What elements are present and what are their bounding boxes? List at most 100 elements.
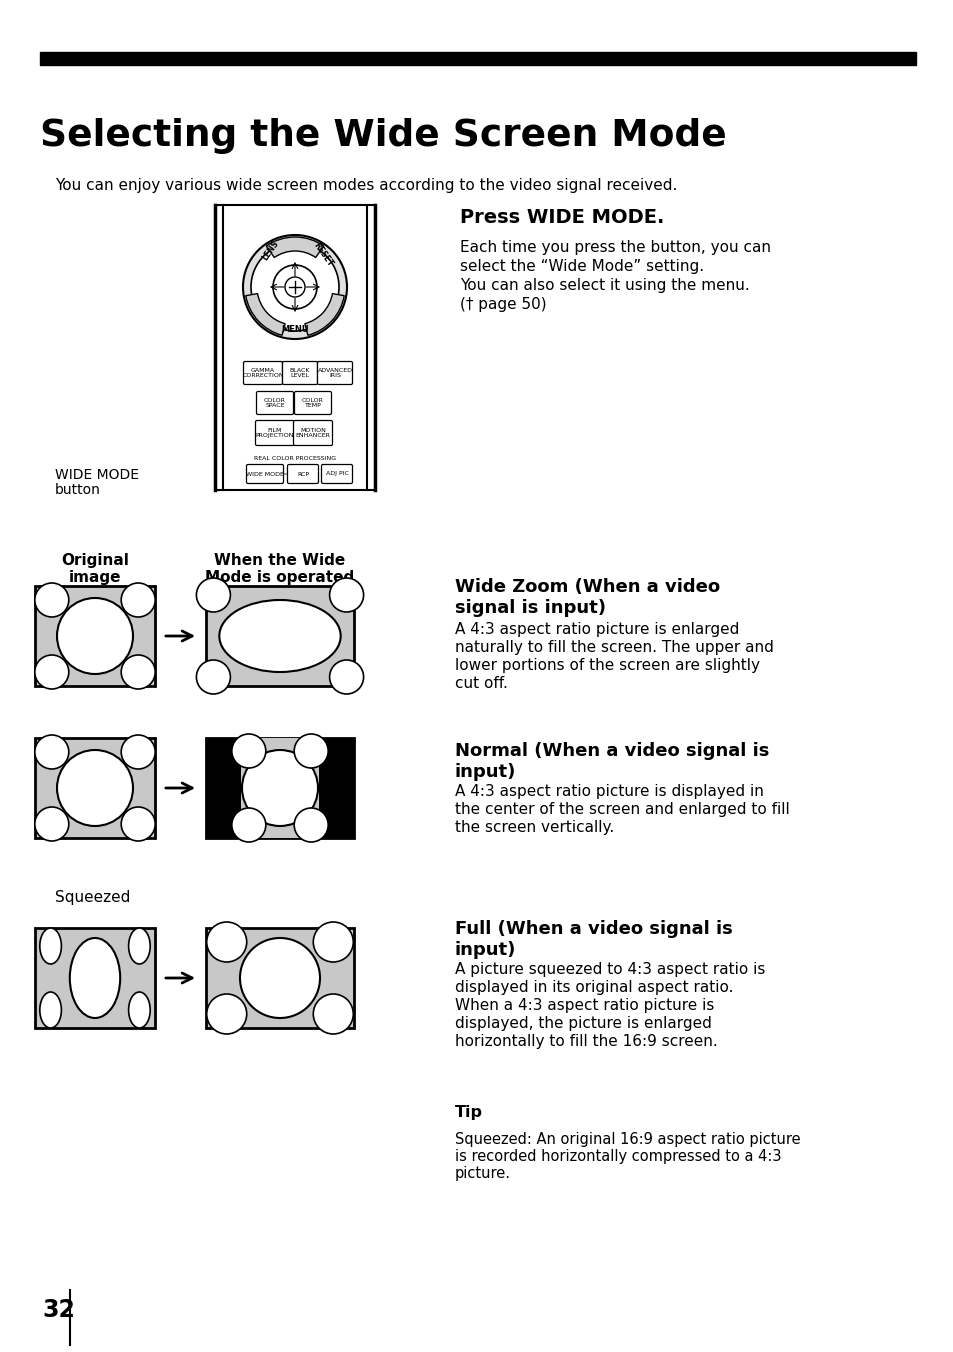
Wedge shape	[266, 237, 323, 257]
Text: COLOR
SPACE: COLOR SPACE	[264, 397, 286, 408]
Bar	[40, 51, 915, 65]
Text: When the Wide
Mode is operated: When the Wide Mode is operated	[205, 553, 355, 585]
FancyBboxPatch shape	[287, 465, 318, 484]
Ellipse shape	[129, 992, 150, 1028]
Text: REAL COLOR PROCESSING: REAL COLOR PROCESSING	[253, 456, 335, 461]
Circle shape	[251, 243, 338, 331]
Text: button: button	[55, 483, 101, 498]
Text: Selecting the Wide Screen Mode: Selecting the Wide Screen Mode	[40, 118, 726, 154]
Circle shape	[273, 265, 316, 310]
Bar	[206, 927, 354, 1028]
Wedge shape	[246, 293, 285, 335]
Text: LENS: LENS	[261, 239, 281, 262]
Text: Press WIDE MODE.: Press WIDE MODE.	[459, 208, 663, 227]
Circle shape	[196, 579, 231, 612]
Text: Full (When a video signal is
input): Full (When a video signal is input)	[455, 919, 732, 959]
Circle shape	[294, 734, 328, 768]
Wedge shape	[305, 293, 344, 335]
FancyBboxPatch shape	[243, 361, 282, 384]
Circle shape	[121, 583, 155, 617]
Text: GAMMA
CORRECTION: GAMMA CORRECTION	[242, 368, 283, 379]
FancyBboxPatch shape	[255, 420, 294, 446]
Bar	[206, 738, 354, 838]
Bar	[206, 585, 354, 685]
Bar	[35, 738, 154, 838]
Text: cut off.: cut off.	[455, 676, 507, 691]
Text: A picture squeezed to 4:3 aspect ratio is: A picture squeezed to 4:3 aspect ratio i…	[455, 963, 764, 977]
Circle shape	[57, 598, 132, 675]
Text: 32: 32	[42, 1298, 74, 1322]
Circle shape	[207, 922, 247, 963]
Circle shape	[196, 660, 231, 694]
Bar	[241, 738, 318, 838]
Text: lower portions of the screen are slightly: lower portions of the screen are slightl…	[455, 658, 760, 673]
Ellipse shape	[40, 927, 61, 964]
Text: When a 4:3 aspect ratio picture is: When a 4:3 aspect ratio picture is	[455, 998, 714, 1013]
Circle shape	[232, 734, 266, 768]
Text: horizontally to fill the 16:9 screen.: horizontally to fill the 16:9 screen.	[455, 1034, 717, 1049]
FancyBboxPatch shape	[282, 361, 317, 384]
Text: Original
image: Original image	[61, 553, 129, 585]
Text: Wide Zoom (When a video
signal is input): Wide Zoom (When a video signal is input)	[455, 579, 720, 617]
Circle shape	[294, 808, 328, 842]
Text: displayed, the picture is enlarged: displayed, the picture is enlarged	[455, 1015, 711, 1032]
Text: You can enjoy various wide screen modes according to the video signal received.: You can enjoy various wide screen modes …	[55, 178, 677, 193]
Circle shape	[329, 579, 363, 612]
Bar	[35, 927, 154, 1028]
Circle shape	[285, 277, 305, 297]
Ellipse shape	[40, 992, 61, 1028]
Text: RCP: RCP	[296, 472, 309, 476]
Circle shape	[34, 583, 69, 617]
Text: select the “Wide Mode” setting.: select the “Wide Mode” setting.	[459, 260, 703, 274]
Ellipse shape	[129, 927, 150, 964]
Text: Normal (When a video signal is
input): Normal (When a video signal is input)	[455, 742, 768, 781]
Text: displayed in its original aspect ratio.: displayed in its original aspect ratio.	[455, 980, 733, 995]
Text: You can also select it using the menu.: You can also select it using the menu.	[459, 279, 749, 293]
Text: FILM
PROJECTION: FILM PROJECTION	[255, 427, 294, 438]
Circle shape	[232, 808, 266, 842]
Text: († page 50): († page 50)	[459, 297, 546, 312]
Circle shape	[329, 660, 363, 694]
FancyBboxPatch shape	[294, 420, 333, 446]
Text: ADJ PIC: ADJ PIC	[325, 472, 348, 476]
Text: the center of the screen and enlarged to fill: the center of the screen and enlarged to…	[455, 802, 789, 817]
Text: the screen vertically.: the screen vertically.	[455, 821, 614, 836]
Text: Squeezed: Squeezed	[55, 890, 131, 904]
Text: WIDE MODE: WIDE MODE	[55, 468, 139, 483]
Text: naturally to fill the screen. The upper and: naturally to fill the screen. The upper …	[455, 639, 773, 654]
FancyBboxPatch shape	[256, 392, 294, 415]
Text: BLACK
LEVEL: BLACK LEVEL	[290, 368, 310, 379]
Circle shape	[121, 654, 155, 690]
Text: WIDE MODE: WIDE MODE	[246, 472, 284, 476]
Text: A 4:3 aspect ratio picture is displayed in: A 4:3 aspect ratio picture is displayed …	[455, 784, 763, 799]
FancyBboxPatch shape	[294, 392, 331, 415]
Text: MENU: MENU	[281, 326, 309, 334]
Circle shape	[242, 750, 317, 826]
Ellipse shape	[219, 600, 340, 672]
Text: Squeezed: An original 16:9 aspect ratio picture: Squeezed: An original 16:9 aspect ratio …	[455, 1132, 800, 1146]
Circle shape	[243, 235, 347, 339]
Text: COLOR
TEMP: COLOR TEMP	[302, 397, 324, 408]
Circle shape	[121, 807, 155, 841]
Circle shape	[121, 735, 155, 769]
Text: RESET: RESET	[312, 241, 335, 269]
Text: ADVANCED
IRIS: ADVANCED IRIS	[317, 368, 352, 379]
Circle shape	[207, 994, 247, 1034]
Text: MOTION
ENHANCER: MOTION ENHANCER	[295, 427, 330, 438]
Bar	[35, 585, 154, 685]
Circle shape	[34, 735, 69, 769]
Circle shape	[34, 654, 69, 690]
Circle shape	[313, 994, 353, 1034]
FancyBboxPatch shape	[246, 465, 283, 484]
Circle shape	[57, 750, 132, 826]
Text: is recorded horizontally compressed to a 4:3: is recorded horizontally compressed to a…	[455, 1149, 781, 1164]
Text: A 4:3 aspect ratio picture is enlarged: A 4:3 aspect ratio picture is enlarged	[455, 622, 739, 637]
FancyBboxPatch shape	[317, 361, 352, 384]
Circle shape	[34, 807, 69, 841]
Text: Each time you press the button, you can: Each time you press the button, you can	[459, 241, 770, 256]
FancyBboxPatch shape	[321, 465, 352, 484]
Text: Tip: Tip	[455, 1105, 482, 1119]
Circle shape	[313, 922, 353, 963]
Circle shape	[240, 938, 319, 1018]
Text: picture.: picture.	[455, 1165, 511, 1182]
